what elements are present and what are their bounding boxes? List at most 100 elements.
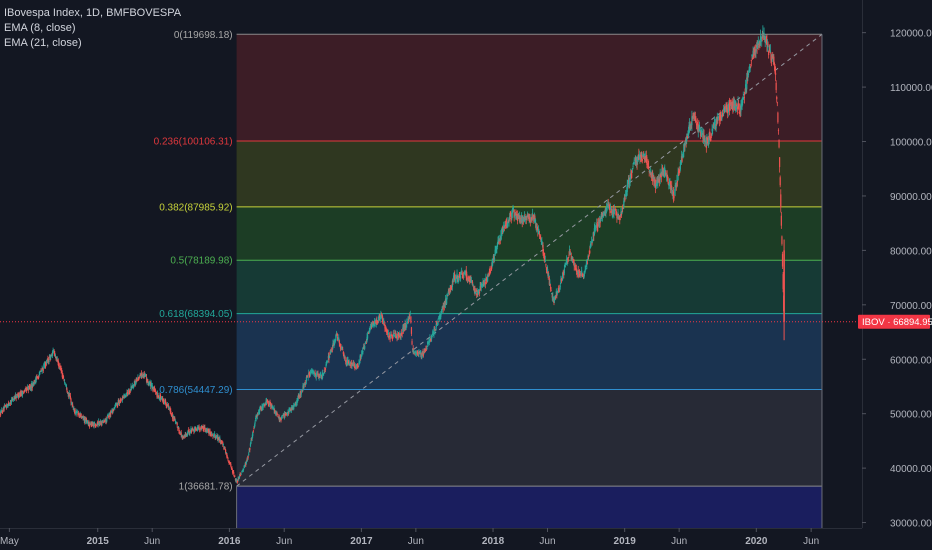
candle-body	[317, 376, 320, 378]
candle-body	[408, 316, 410, 319]
candle-body	[450, 287, 452, 289]
candle-body	[132, 385, 134, 387]
candle-body	[110, 411, 112, 415]
candle-body	[656, 179, 658, 187]
candle-body	[81, 415, 84, 417]
candle-body	[542, 244, 544, 254]
candle-body	[695, 118, 697, 122]
candle-body	[441, 310, 443, 313]
candle-body	[667, 181, 669, 185]
candle-body	[236, 481, 238, 483]
candle-body	[324, 371, 326, 372]
candle-body	[492, 260, 494, 263]
candle-body	[48, 361, 50, 362]
candle-body	[465, 270, 467, 278]
candle-body	[611, 208, 613, 211]
candle-body	[166, 405, 168, 407]
candle-body	[230, 463, 232, 467]
legend-ema-8[interactable]: EMA (8, close)	[4, 22, 76, 34]
candle-body	[124, 395, 126, 396]
candle-body	[729, 102, 732, 105]
candle-body	[770, 53, 772, 61]
candle-body	[129, 391, 131, 393]
candle-body	[271, 404, 273, 408]
candle-body	[757, 41, 759, 46]
candle-body	[321, 372, 324, 379]
candle-body	[432, 331, 434, 335]
candle-body	[433, 327, 436, 329]
candle-body	[605, 207, 607, 215]
candle-body	[259, 408, 261, 412]
candle-body	[28, 386, 30, 390]
candle-body	[610, 211, 612, 213]
candle-body	[255, 416, 257, 419]
candle-body	[552, 298, 555, 300]
candle-body	[477, 294, 479, 295]
candle-body	[354, 367, 356, 369]
candle-body	[491, 266, 493, 269]
candle-body	[160, 396, 163, 398]
candle-body	[666, 175, 668, 176]
candle-body	[507, 220, 509, 223]
candle-body	[746, 76, 748, 80]
candle-body	[190, 428, 192, 432]
candle-body	[139, 373, 141, 376]
candle-body	[471, 280, 473, 284]
candle-body	[530, 217, 532, 221]
candle-body	[466, 278, 469, 280]
candle-body	[385, 327, 387, 330]
candle-body	[583, 274, 585, 278]
candle-body	[26, 389, 28, 391]
candle-body	[409, 314, 411, 316]
candle-body	[594, 226, 596, 229]
last-price-badge-text: IBOV · 66894.95	[862, 317, 932, 328]
candle-body	[641, 155, 643, 162]
candle-body	[192, 429, 194, 431]
candle-body	[51, 351, 54, 356]
candle-body	[657, 177, 660, 179]
candle-body	[335, 335, 337, 341]
last-price-badge[interactable]	[858, 314, 930, 329]
candle-body	[195, 430, 197, 431]
candle-body	[393, 332, 395, 334]
candle-body	[90, 422, 92, 426]
candle-body	[403, 325, 405, 332]
candle-body	[147, 379, 149, 383]
candle-body	[237, 480, 239, 482]
candle-body	[682, 154, 684, 157]
candle-body	[602, 213, 604, 217]
candle-body	[294, 401, 297, 404]
candle-body	[509, 216, 511, 218]
candle-body	[406, 321, 409, 323]
candle-body	[597, 226, 599, 228]
candle-body	[124, 396, 126, 397]
candle-body	[474, 288, 476, 293]
candle-body	[483, 281, 485, 285]
candle-body	[231, 467, 233, 469]
candle-body	[17, 395, 20, 398]
candle-body	[658, 179, 661, 182]
candle-body	[643, 153, 645, 156]
candle-body	[772, 55, 774, 58]
candle-body	[758, 45, 760, 47]
candle-body	[511, 211, 513, 217]
candle-body	[179, 433, 181, 435]
candle-body	[768, 51, 770, 56]
candle-body	[420, 350, 422, 355]
candle-body	[199, 428, 201, 430]
candle-body	[170, 414, 172, 416]
candle-body	[480, 285, 482, 291]
candle-body	[55, 356, 57, 359]
candle-body	[14, 396, 16, 400]
legend-title[interactable]: IBovespa Index, 1D, BMFBOVESPA	[4, 7, 182, 19]
candle-body	[458, 277, 460, 279]
candle-body	[204, 427, 206, 430]
candle-body	[709, 137, 711, 139]
candle-body	[207, 430, 209, 433]
candle-body	[487, 275, 489, 282]
legend-ema-21[interactable]: EMA (21, close)	[4, 37, 82, 49]
candle-body	[646, 157, 648, 165]
candle-body	[38, 376, 40, 378]
candle-body	[513, 209, 515, 218]
